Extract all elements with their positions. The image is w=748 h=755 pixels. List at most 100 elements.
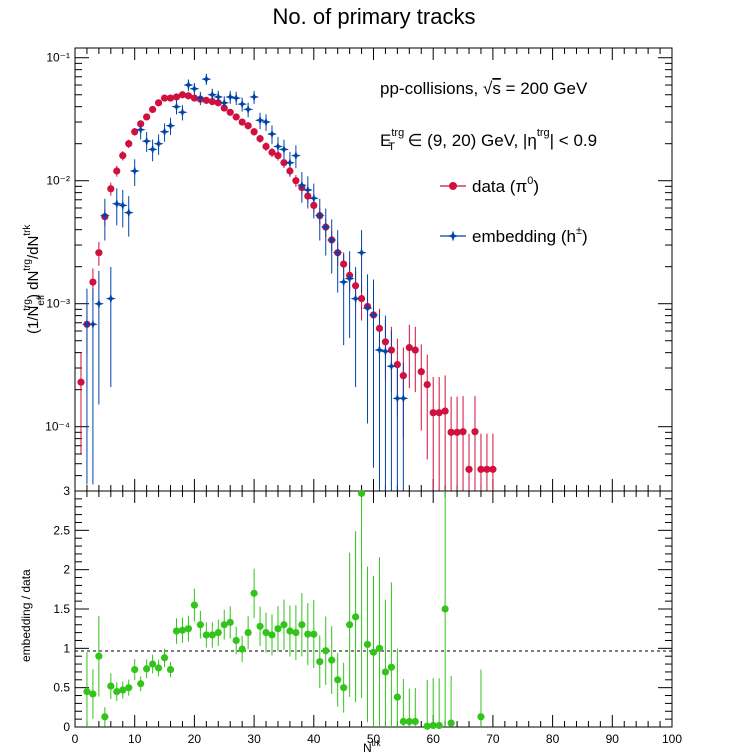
- ratio-point: [107, 682, 115, 690]
- top-y-tick-label: 10⁻⁴: [45, 420, 70, 434]
- data-point: [95, 249, 103, 257]
- ratio-point: [196, 621, 204, 629]
- ratio-point: [286, 627, 294, 635]
- embedding-point: [374, 345, 385, 356]
- data-point: [268, 148, 276, 156]
- legend-entry-embedding: embedding (h±): [440, 225, 588, 246]
- embedding-point: [81, 319, 92, 330]
- ratio-point: [208, 631, 216, 639]
- x-tick-label: 20: [188, 732, 202, 746]
- ratio-point: [304, 630, 312, 638]
- ratio-point: [411, 717, 419, 726]
- bottom-y-tick-label: 0.5: [53, 681, 70, 695]
- ratio-point: [95, 652, 103, 660]
- embedding-point: [219, 97, 230, 108]
- embedding-point: [249, 91, 260, 102]
- ratio-point: [447, 719, 455, 727]
- annotation-line2: Etrg T ∈ (9, 20) GeV, |ηtrg| < 0.9: [380, 127, 597, 153]
- data-point: [405, 343, 413, 352]
- ratio-point: [405, 717, 413, 726]
- data-point: [441, 407, 449, 415]
- legend-label-embedding: embedding (h±): [472, 225, 588, 246]
- ratio-point: [423, 722, 431, 730]
- ratio-point: [160, 654, 169, 662]
- legend-marker-data: [449, 182, 457, 190]
- ratio-point: [357, 489, 366, 497]
- data-point: [166, 94, 175, 102]
- embedding-point: [326, 234, 337, 245]
- data-point: [453, 428, 461, 436]
- data-point: [149, 105, 157, 114]
- embedding-point: [129, 165, 140, 176]
- embedding-point: [308, 193, 319, 204]
- data-point: [154, 99, 163, 107]
- embedding-point: [284, 157, 295, 168]
- embedding-point: [153, 138, 164, 149]
- data-point: [411, 346, 419, 354]
- ratio-point: [220, 621, 228, 629]
- bottom-axis-ticks: 0 10 20 30 40 50 60 70 80 90 100 0 0.5 1 1.5 2 2.5 3: [53, 484, 682, 746]
- embedding-point: [320, 222, 331, 233]
- ratio-point: [178, 626, 187, 634]
- ratio-point: [435, 721, 443, 730]
- ratio-point: [190, 601, 198, 609]
- ratio-point: [154, 664, 163, 672]
- embedding-point: [267, 128, 278, 139]
- embedding-point: [165, 120, 176, 131]
- x-tick-label: 100: [662, 732, 682, 746]
- x-axis-label: Ntrk: [363, 739, 382, 755]
- embedding-point: [159, 126, 170, 137]
- embedding-point: [213, 91, 224, 102]
- top-markers: [77, 74, 497, 473]
- embedding-point: [255, 115, 266, 126]
- data-point: [483, 465, 491, 473]
- top-y-tick-label: 10⁻²: [46, 174, 70, 188]
- data-point: [471, 428, 479, 436]
- x-tick-label: 10: [128, 732, 142, 746]
- embedding-point: [105, 293, 116, 304]
- ratio-point: [298, 621, 306, 629]
- data-point: [202, 96, 210, 104]
- data-point: [280, 159, 288, 167]
- ratio-point: [387, 663, 396, 671]
- ratio-point: [340, 684, 348, 692]
- x-tick-label: 0: [72, 732, 79, 746]
- ratio-point: [328, 656, 336, 664]
- data-point: [417, 368, 425, 376]
- ratio-point: [477, 713, 485, 721]
- data-point: [465, 465, 473, 473]
- embedding-point: [87, 319, 98, 330]
- data-point: [387, 346, 396, 354]
- data-point: [423, 380, 431, 389]
- embedding-point: [314, 210, 325, 221]
- data-point: [351, 282, 360, 290]
- top-panel: 10⁻⁴ 10⁻³ 10⁻² 10⁻¹ pp-collisions, √s = 200…: [22, 47, 673, 492]
- data-point: [77, 378, 85, 386]
- ratio-point: [113, 688, 121, 696]
- data-point: [119, 152, 127, 160]
- embedding-point: [183, 80, 194, 91]
- embedding-point: [135, 124, 146, 135]
- embedding-point: [296, 180, 307, 191]
- ratio-point: [250, 589, 258, 597]
- x-tick-label: 30: [247, 732, 261, 746]
- embedding-point: [123, 207, 134, 218]
- chart-title: No. of primary tracks: [273, 4, 476, 29]
- embedding-point: [225, 91, 236, 102]
- data-point: [399, 372, 407, 380]
- x-tick-label: 70: [486, 732, 500, 746]
- data-point: [184, 92, 193, 100]
- ratio-point: [101, 713, 109, 721]
- embedding-point: [380, 346, 391, 357]
- ratio-error-bars: [86, 491, 482, 727]
- bottom-y-tick-label: 3: [63, 484, 70, 498]
- embedding-point: [368, 309, 379, 320]
- embedding-point: [117, 200, 128, 211]
- data-point: [89, 278, 97, 286]
- legend: data (π0) embedding (h±): [440, 175, 588, 246]
- ratio-point: [214, 629, 222, 637]
- legend-entry-data: data (π0): [440, 175, 539, 196]
- ratio-point: [346, 621, 354, 629]
- data-point: [435, 409, 443, 417]
- embedding-point: [201, 74, 212, 85]
